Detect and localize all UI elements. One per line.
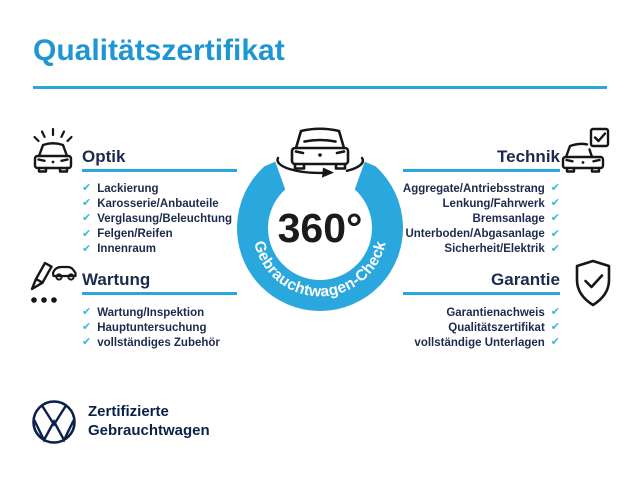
check-icon: ✔ [550, 321, 560, 334]
car-rotation-icon [276, 127, 365, 178]
section-heading-wartung: Wartung [82, 270, 151, 289]
check-icon: ✔ [550, 197, 560, 210]
check-icon: ✔ [82, 197, 92, 210]
checklist-item-label: Karosserie/Anbauteile [97, 197, 219, 210]
checklist-item-label: Verglasung/Beleuchtung [97, 212, 233, 225]
checklist-item: ✔ Lenkung/Fahrwerk [443, 196, 560, 211]
title-divider [33, 86, 607, 89]
technik-underline [403, 169, 560, 172]
checklist-item: ✔ Sicherheit/Elektrik [444, 242, 560, 257]
checklist-item-label: vollständige Unterlagen [414, 336, 545, 349]
section-heading-technik: Technik [497, 147, 560, 166]
checklist-item: ✔ Verglasung/Beleuchtung [82, 211, 232, 226]
check-icon: ✔ [550, 182, 560, 195]
checklist-item-label: Innenraum [97, 243, 157, 256]
checklist-item-label: Aggregate/Antriebsstrang [402, 182, 545, 195]
section-heading-garantie: Garantie [491, 270, 560, 289]
checklist-item-label: Sicherheit/Elektrik [444, 243, 545, 256]
checklist-item: ✔ vollständiges Zubehör [82, 335, 220, 350]
checklist-item: ✔ Unterboden/Abgasanlage [405, 227, 560, 242]
garantie-checklist: ✔ Garantienachweis ✔ Qualitätszertifikat ✔ vo… [370, 305, 560, 351]
check-icon: ✔ [82, 212, 92, 225]
checklist-item-label: Qualitätszertifikat [448, 321, 545, 334]
checklist-item: ✔ Bremsanlage [473, 211, 560, 226]
checklist-item: ✔ Qualitätszertifikat [448, 320, 560, 335]
checklist-item-label: Felgen/Reifen [97, 228, 173, 241]
vw-logo [32, 400, 76, 444]
technik-checklist: ✔ Aggregate/Antriebsstrang ✔ Lenkung/Fahrwe… [370, 181, 560, 257]
checklist-item: ✔ Wartung/Inspektion [82, 305, 204, 320]
checklist-item: ✔ Karosserie/Anbauteile [82, 196, 219, 211]
checklist-item-label: Unterboden/Abgasanlage [405, 228, 545, 241]
page-title: Qualitätszertifikat [33, 34, 285, 67]
optik-underline [82, 169, 237, 172]
wartung-checklist: ✔ Wartung/Inspektion ✔ Hauptuntersuchung ✔ vo… [82, 305, 272, 351]
checklist-item: ✔ vollständige Unterlagen [414, 335, 560, 350]
checklist-item-label: Lenkung/Fahrwerk [442, 197, 545, 210]
check-icon: ✔ [550, 242, 560, 255]
shield-check-icon [575, 259, 611, 307]
check-icon: ✔ [82, 182, 92, 195]
car-checkbox-icon [561, 127, 610, 173]
checklist-item: ✔ Lackierung [82, 181, 159, 196]
check-icon: ✔ [550, 227, 560, 240]
checklist-item-label: Hauptuntersuchung [97, 321, 207, 334]
check-icon: ✔ [82, 242, 92, 255]
garantie-underline [403, 292, 560, 295]
check-icon: ✔ [82, 321, 92, 334]
checklist-item-label: Wartung/Inspektion [97, 306, 205, 319]
footer-line2: Gebrauchtwagen [88, 422, 210, 439]
checklist-item-label: vollständiges Zubehör [97, 336, 220, 349]
optik-checklist: ✔ Lackierung ✔ Karosserie/Anbauteile ✔ Vergla… [82, 181, 272, 257]
section-heading-optik: Optik [82, 147, 126, 166]
pencil-car-icon [30, 261, 77, 303]
check-icon: ✔ [550, 212, 560, 225]
check-icon: ✔ [550, 336, 560, 349]
checklist-item: ✔ Felgen/Reifen [82, 227, 173, 242]
footer-brand-text: Zertifizierte Gebrauchtwagen [88, 402, 210, 440]
checklist-item-label: Lackierung [97, 182, 159, 195]
check-icon: ✔ [550, 306, 560, 319]
check-icon: ✔ [82, 336, 92, 349]
checklist-item: ✔ Garantienachweis [446, 305, 560, 320]
center-360-value: 360° [277, 205, 363, 251]
checklist-item: ✔ Innenraum [82, 242, 156, 257]
wartung-underline [82, 292, 237, 295]
checklist-item-label: Garantienachweis [446, 306, 545, 319]
checklist-item-label: Bremsanlage [472, 212, 545, 225]
car-shine-icon [33, 127, 73, 173]
checklist-item: ✔ Hauptuntersuchung [82, 320, 206, 335]
check-icon: ✔ [82, 227, 92, 240]
checklist-item: ✔ Aggregate/Antriebsstrang [403, 181, 560, 196]
footer-line1: Zertifizierte [88, 403, 169, 420]
check-icon: ✔ [82, 306, 92, 319]
